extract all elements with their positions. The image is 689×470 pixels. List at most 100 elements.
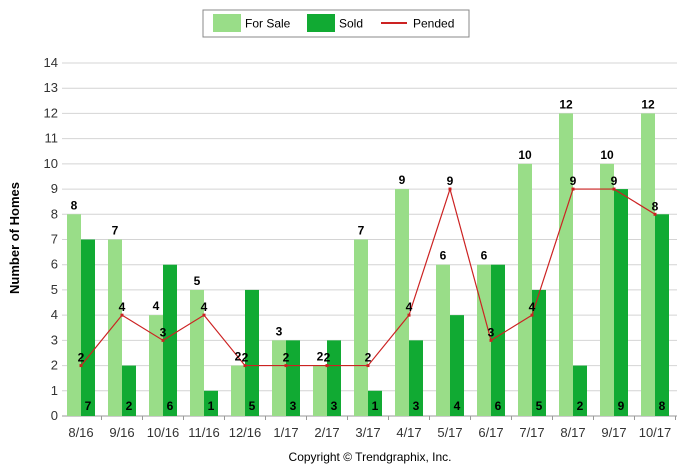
sold-bar: [81, 239, 95, 416]
sold-bar: [532, 289, 546, 416]
sold-value-label: 3: [290, 399, 297, 413]
pended-point: [448, 187, 452, 191]
y-tick-label: 9: [51, 181, 58, 196]
for-sale-value-label: 2: [317, 350, 324, 364]
for-sale-bar: [518, 163, 532, 416]
pended-point: [325, 364, 329, 368]
pended-point: [571, 187, 575, 191]
sold-bar: [491, 264, 505, 416]
sold-value-label: 6: [167, 399, 174, 413]
for-sale-bar: [272, 340, 286, 416]
x-tick-label: 4/17: [396, 425, 421, 440]
sold-value-label: 3: [331, 399, 338, 413]
sold-bar: [163, 264, 177, 416]
x-tick-label: 10/17: [639, 425, 672, 440]
pended-point: [284, 364, 288, 368]
for-sale-bar: [67, 214, 81, 416]
pended-point: [120, 313, 124, 317]
for-sale-value-label: 10: [600, 148, 614, 162]
y-tick-label: 10: [44, 156, 58, 171]
pended-value-label: 9: [570, 174, 577, 188]
pended-value-label: 3: [488, 325, 495, 339]
for-sale-bar: [395, 189, 409, 416]
for-sale-value-label: 12: [641, 97, 655, 111]
pended-value-label: 8: [652, 199, 659, 213]
for-sale-bar: [600, 163, 614, 416]
pended-point: [79, 364, 83, 368]
legend-swatch: [307, 14, 335, 32]
x-tick-label: 11/16: [188, 425, 220, 440]
sold-value-label: 2: [126, 399, 133, 413]
sold-value-label: 6: [495, 399, 502, 413]
for-sale-value-label: 10: [518, 148, 532, 162]
legend-swatch: [213, 14, 241, 32]
for-sale-value-label: 8: [71, 198, 78, 212]
sold-value-label: 4: [454, 399, 461, 413]
y-tick-label: 12: [44, 105, 58, 120]
y-tick-label: 2: [51, 358, 58, 373]
pended-value-label: 4: [406, 300, 413, 314]
for-sale-bar: [231, 365, 245, 416]
sold-value-label: 8: [659, 399, 666, 413]
x-tick-label: 5/17: [437, 425, 462, 440]
sold-bar: [122, 365, 136, 416]
y-tick-label: 11: [45, 131, 59, 146]
for-sale-bar: [477, 264, 491, 416]
for-sale-bar: [436, 264, 450, 416]
sold-bar: [614, 189, 628, 416]
pended-value-label: 4: [119, 300, 126, 314]
y-tick-label: 1: [51, 383, 58, 398]
bar-series: [67, 113, 669, 416]
y-tick-label: 3: [51, 332, 58, 347]
pended-value-label: 3: [160, 325, 167, 339]
sold-bar: [655, 214, 669, 416]
x-tick-label: 7/17: [519, 425, 544, 440]
sold-bar: [204, 390, 218, 416]
for-sale-value-label: 9: [399, 173, 406, 187]
sold-value-label: 7: [85, 399, 92, 413]
for-sale-value-label: 7: [358, 224, 365, 238]
y-tick-label: 4: [51, 307, 58, 322]
pended-value-label: 2: [365, 351, 372, 365]
pended-point: [653, 212, 657, 216]
sold-value-label: 1: [372, 399, 379, 413]
sold-bar: [368, 390, 382, 416]
for-sale-bar: [149, 315, 163, 416]
sold-bar: [327, 340, 341, 416]
x-tick-label: 10/16: [147, 425, 180, 440]
for-sale-value-label: 7: [112, 224, 119, 238]
y-tick-label: 5: [51, 282, 58, 297]
x-tick-label: 1/17: [273, 425, 298, 440]
pended-value-label: 2: [324, 351, 331, 365]
for-sale-bar: [354, 239, 368, 416]
sold-bar: [409, 340, 423, 416]
sold-bar: [450, 315, 464, 416]
x-tick-label: 6/17: [478, 425, 503, 440]
pended-line-series: [79, 186, 657, 368]
sold-bar: [245, 289, 259, 416]
sold-value-label: 5: [249, 399, 256, 413]
pended-value-label: 2: [242, 351, 249, 365]
for-sale-bar: [108, 239, 122, 416]
x-tick-label: 9/17: [601, 425, 626, 440]
pended-point: [530, 313, 534, 317]
sold-value-label: 2: [577, 399, 584, 413]
legend: For Sale Sold Pended: [202, 9, 470, 38]
for-sale-value-label: 4: [153, 299, 160, 313]
legend-label: Pended: [413, 17, 454, 31]
x-tick-label: 8/17: [560, 425, 585, 440]
y-tick-label: 0: [51, 408, 58, 423]
y-tick-label: 7: [51, 232, 58, 247]
x-tick-label: 2/17: [314, 425, 339, 440]
pended-value-label: 9: [611, 174, 618, 188]
x-tick-label: 3/17: [355, 425, 380, 440]
for-sale-value-label: 12: [559, 97, 573, 111]
pended-point: [243, 364, 247, 368]
pended-point: [407, 313, 411, 317]
pended-value-label: 2: [78, 351, 85, 365]
pended-value-label: 4: [529, 300, 536, 314]
y-tick-label: 13: [44, 80, 58, 95]
pended-point: [612, 187, 616, 191]
